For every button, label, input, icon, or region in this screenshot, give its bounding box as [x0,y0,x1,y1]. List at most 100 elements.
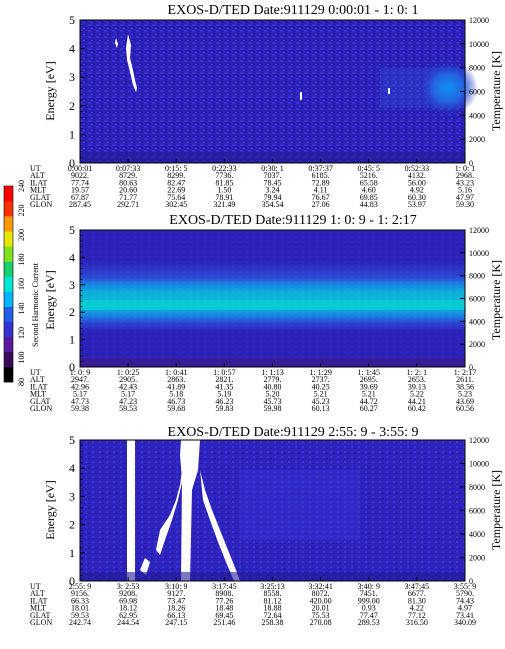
orbit-cell: 1: 0:25 [117,368,139,377]
panel-1-ytick-right-label: 10000 [469,40,489,49]
panel-1-ytick-label: 3 [69,70,75,84]
orbit-row-label: ILAT [30,596,47,605]
panel-3-ytick-right-label: 12000 [469,436,489,445]
orbit-cell: 5.18 [169,390,183,399]
orbit-cell: 2611. [456,375,474,384]
orbit-cell: 47.73 [71,397,89,406]
orbit-cell: 5.21 [362,390,376,399]
orbit-cell: 9156. [71,589,89,598]
colorbar-scale [4,186,13,383]
orbit-cell: 3: 2:53 [117,582,139,591]
orbit-cell: 2737. [312,375,330,384]
panel-3-orbit-table: UT 2:55: 9 3: 2:53 3:10: 9 3:17:45 3:25:13 3:3… [30,582,476,627]
orbit-cell: 1: 2:17 [454,368,476,377]
panel-3-ytick-right-label: 2000 [469,554,485,563]
colorbar-tick-label: 240 [17,180,26,192]
orbit-cell: 74.43 [456,596,474,605]
orbit-cell: 5.17 [121,390,135,399]
orbit-cell: 2947. [71,375,89,384]
panel-2-ylabel: Energy [eV] [43,270,57,329]
panel-2-ytick-label: 5 [69,223,75,237]
orbit-cell: 60.56 [456,404,474,413]
orbit-cell: 40.25 [312,382,330,391]
colorbar: 80 100 120 140 160 180 200 220 240 Second Harmon… [3,180,40,386]
orbit-cell: 247.15 [165,618,187,627]
orbit-cell: 44.21 [408,397,426,406]
orbit-cell: 81.12 [264,596,282,605]
panel-3-ytick-right-label: 6000 [469,507,485,516]
orbit-cell: 3:10: 9 [165,582,187,591]
panel-2-ytick-label: 2 [69,305,75,319]
orbit-cell: 0:22:33 [212,164,236,173]
orbit-cell: 39.13 [408,382,426,391]
orbit-cell: 5.21 [314,390,328,399]
orbit-cell: 18.12 [119,604,137,613]
colorbar-swatch [4,291,13,307]
panel-1-ytick-label: 4 [69,42,75,56]
orbit-cell: 5790. [456,589,474,598]
panel-3: EXOS-D/TED Date:911129 2:55: 9 - 3:55: 9… [30,425,503,627]
orbit-row-label: MLT [30,390,46,399]
colorbar-swatch [4,186,13,202]
colorbar-swatch [4,261,13,277]
orbit-cell: 0.93 [362,604,376,613]
panel-2-ytick-label: 1 [69,333,75,347]
colorbar-swatch [4,336,13,353]
panel-2-ytick-label: 3 [69,278,75,292]
colorbar-swatch [4,321,13,338]
orbit-cell: 60.13 [312,404,330,413]
orbit-cell: 292.71 [117,200,139,209]
orbit-cell: 80.63 [119,178,137,187]
orbit-cell: 22.69 [167,186,185,195]
orbit-cell: 1: 1:29 [309,368,331,377]
orbit-cell: 8558. [264,589,282,598]
orbit-cell: 2779. [264,375,282,384]
orbit-cell: 3:40: 9 [358,582,380,591]
orbit-cell: 46.23 [215,397,233,406]
orbit-row-label: MLT [30,186,46,195]
panel-3-ytick-label: 4 [69,461,75,475]
orbit-cell: 59.30 [456,200,474,209]
orbit-cell: 18.01 [71,604,89,613]
orbit-cell: 9022. [71,171,89,180]
orbit-cell: 18.48 [215,604,233,613]
orbit-cell: 0:37:37 [308,164,332,173]
orbit-cell: 72.64 [264,611,282,620]
orbit-cell: 77.74 [71,178,89,187]
panel-2-ytick-right-label: 2000 [469,340,485,349]
panel-1-ytick-label: 2 [69,99,75,113]
panel-3-ylabel: Energy [eV] [43,480,57,539]
panel-2-ytick-right-label: 12000 [469,226,489,235]
orbit-row-label: GLAT [30,397,51,406]
orbit-cell: 999.00 [358,596,380,605]
orbit-cell: 302.45 [165,200,187,209]
panel-1-ylabel: Energy [eV] [43,61,57,120]
orbit-cell: 43.23 [456,178,474,187]
panel-3-ytick-label: 1 [69,546,75,560]
orbit-cell: 78.91 [215,193,233,202]
panel-3-ytick-label: 3 [69,489,75,503]
orbit-cell: 270.08 [310,618,332,627]
orbit-cell: 4.97 [458,604,472,613]
orbit-cell: 40.80 [264,382,282,391]
panel-1-ytick-right-label: 12000 [469,16,489,25]
colorbar-tick-label: 120 [17,327,26,339]
colorbar-swatch [4,366,13,383]
colorbar-swatch [4,276,13,292]
panel-1-ytick-label: 1 [69,127,75,141]
orbit-cell: 56.00 [408,178,426,187]
orbit-row-label: ILAT [30,178,47,187]
orbit-cell: 1: 0:57 [213,368,235,377]
panel-3-ylabel-right: Temperature [K] [489,470,503,550]
orbit-cell: 1: 1:45 [358,368,380,377]
orbit-cell: 38.56 [456,382,474,391]
panel-2-spectrogram [80,230,465,367]
colorbar-tick-label: 220 [17,205,26,217]
orbit-cell: 258.38 [262,618,284,627]
panel-1-ytick-right-label: 8000 [469,64,485,73]
orbit-cell: 4.22 [410,604,424,613]
orbit-cell: 5.20 [266,390,280,399]
orbit-cell: 75.64 [167,193,185,202]
orbit-cell: 81.85 [215,178,233,187]
colorbar-swatch [4,246,13,262]
